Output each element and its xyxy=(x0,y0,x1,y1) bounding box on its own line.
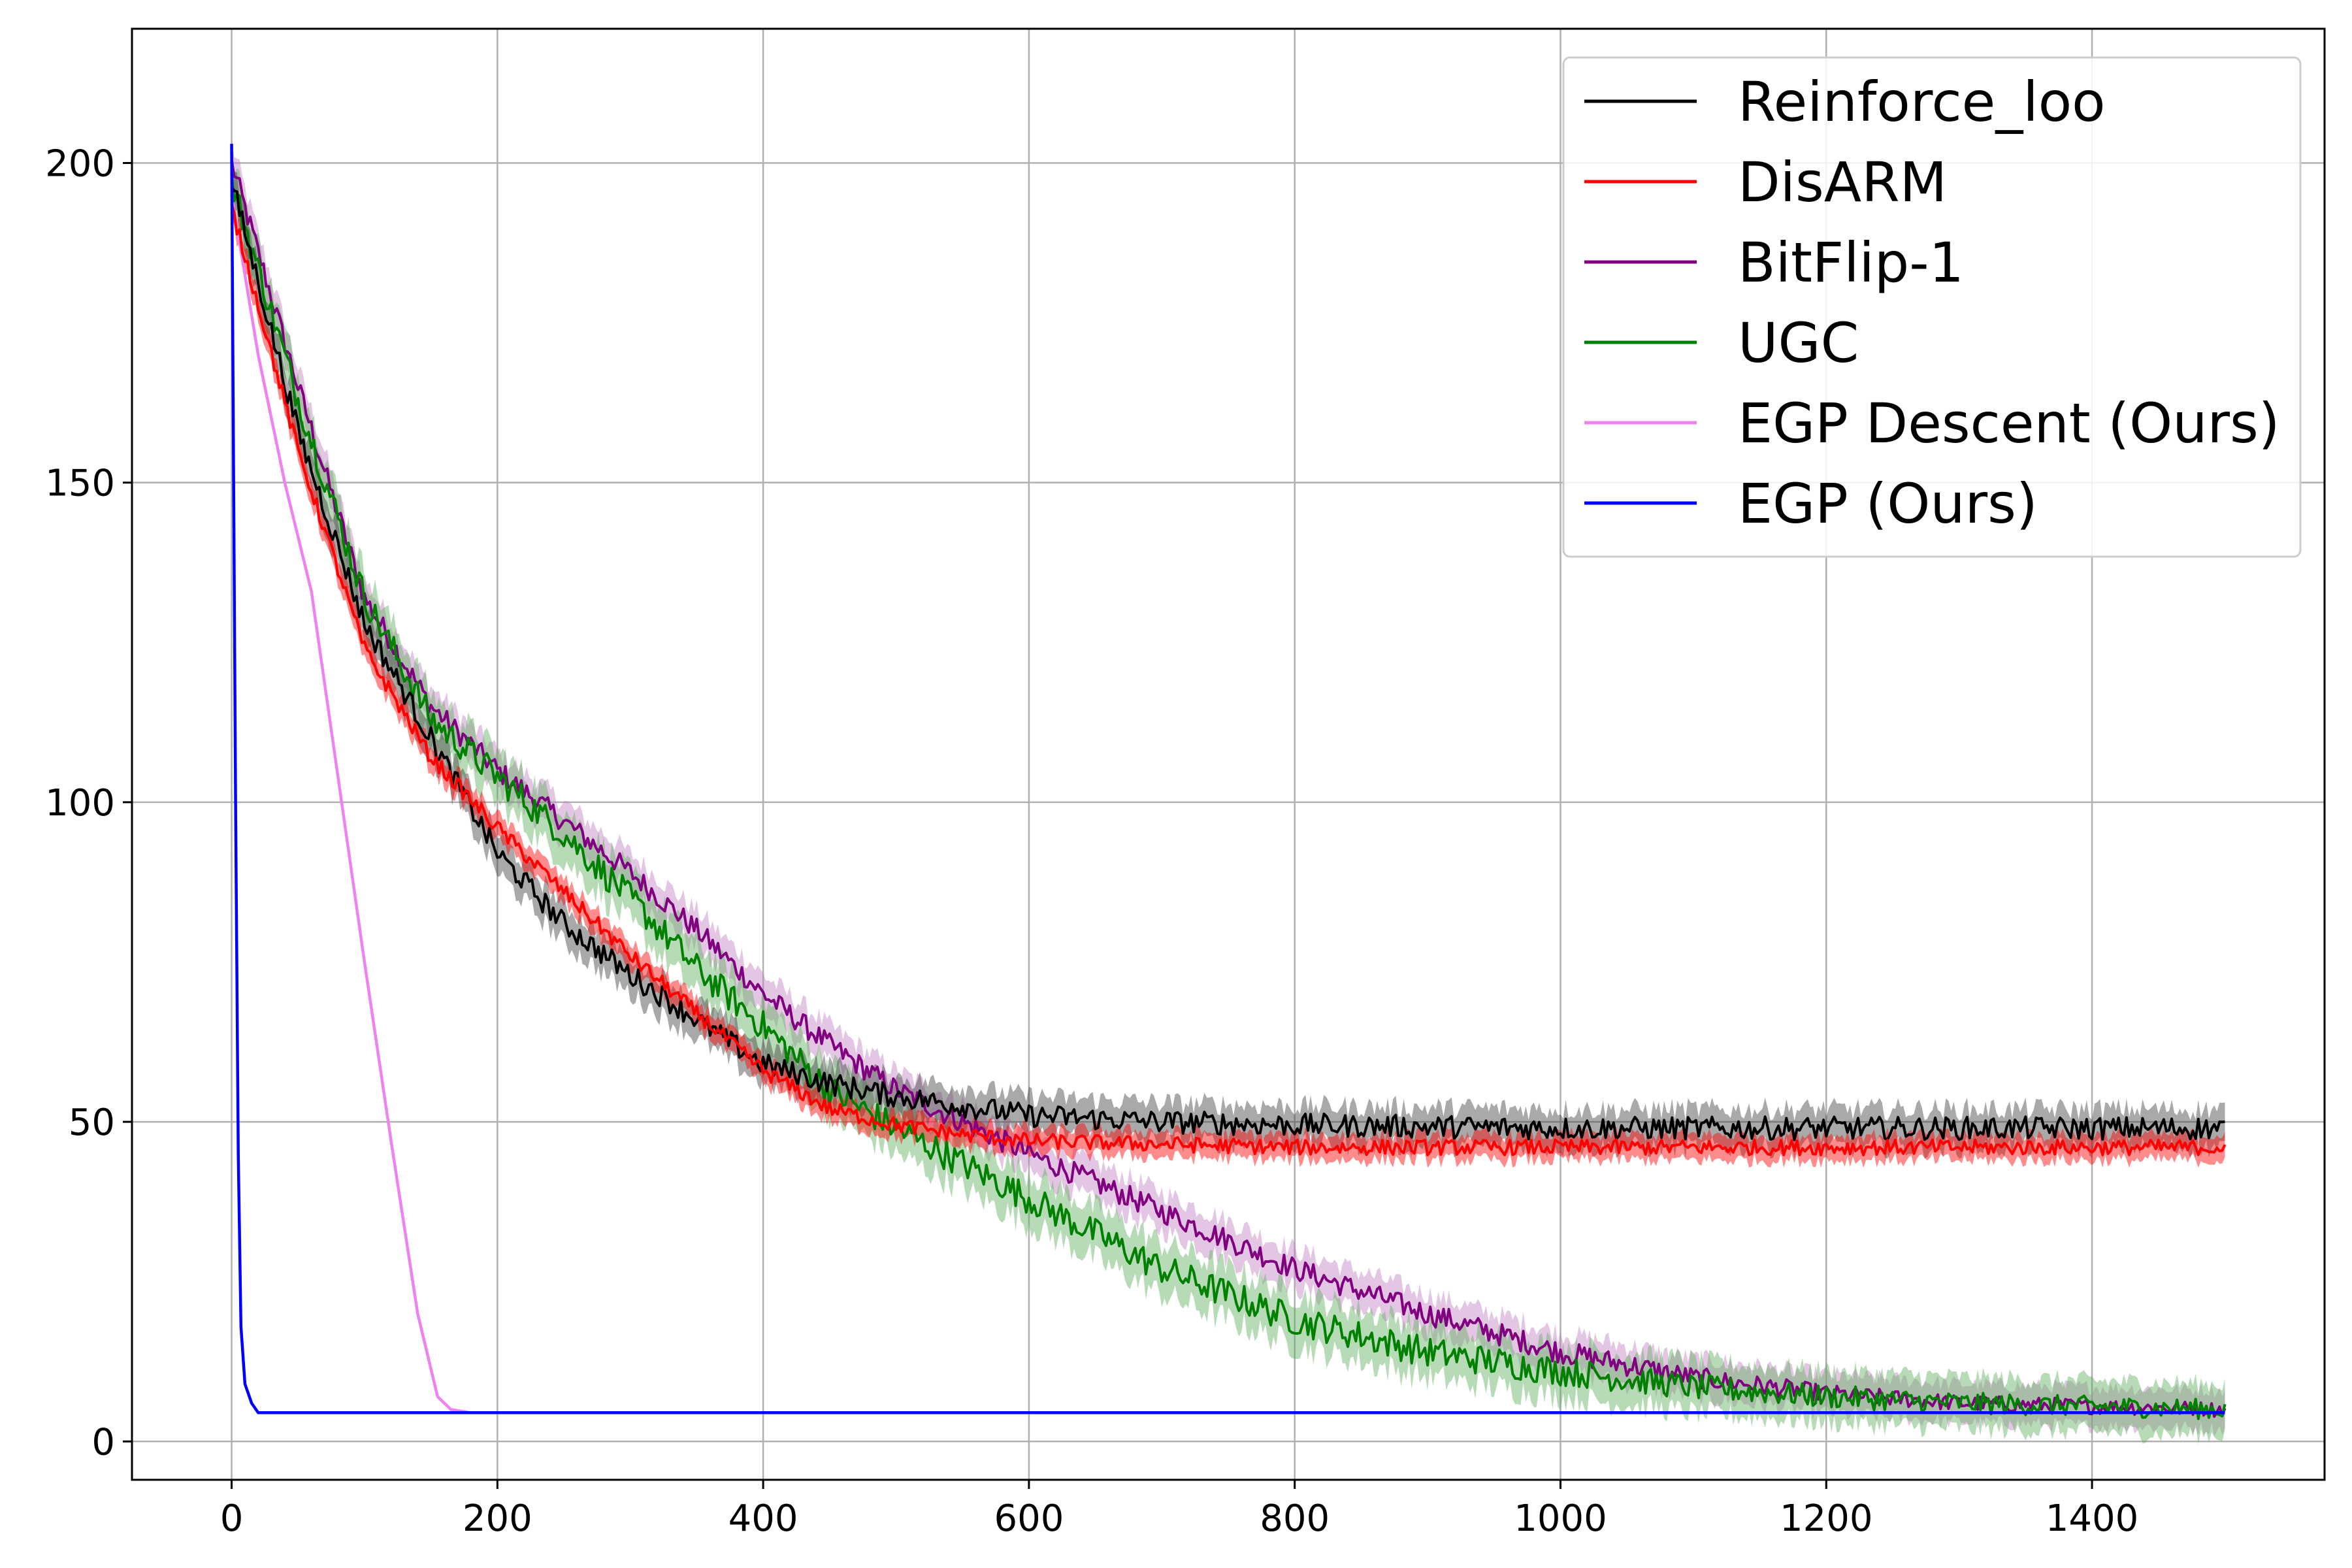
series-lines xyxy=(230,144,2227,1420)
y-tick-label: 100 xyxy=(45,782,115,825)
series-line xyxy=(230,173,2227,1420)
plot-frame xyxy=(131,27,2326,1481)
x-tick-label: 600 xyxy=(994,1497,1064,1540)
legend-label: UGC xyxy=(1738,311,1859,375)
y-tick-label: 150 xyxy=(45,463,115,505)
y-tick-label: 50 xyxy=(69,1102,115,1144)
legend-label: Reinforce_loo xyxy=(1738,70,2106,134)
x-tick-label: 1200 xyxy=(1780,1497,1873,1540)
legend-label: DisARM xyxy=(1738,150,1947,214)
series-line xyxy=(230,144,2225,1414)
x-tick-label: 400 xyxy=(728,1497,798,1540)
legend-label: EGP (Ours) xyxy=(1738,472,2038,536)
y-tick-label: 0 xyxy=(91,1421,115,1463)
x-tick-label: 0 xyxy=(220,1497,244,1540)
x-tick-label: 1400 xyxy=(2046,1497,2139,1540)
x-tick-label: 200 xyxy=(463,1497,532,1540)
legend: Reinforce_loo DisARM BitFlip-1 UGC EGP Desce… xyxy=(1562,56,2302,558)
y-tick-label: 200 xyxy=(45,142,115,185)
x-tick-label: 1000 xyxy=(1514,1497,1607,1540)
series-line xyxy=(230,186,2225,1141)
legend-label: EGP Descent (Ours) xyxy=(1738,391,2280,455)
axis-ticks: 0 200 400 600 800 1000 1200 1400 0 50 100 150 200 xyxy=(45,142,2138,1540)
series-line xyxy=(230,203,2227,1156)
legend-label: BitFlip-1 xyxy=(1738,231,1964,295)
legend-box xyxy=(1562,56,2302,558)
x-tick-label: 800 xyxy=(1260,1497,1330,1540)
